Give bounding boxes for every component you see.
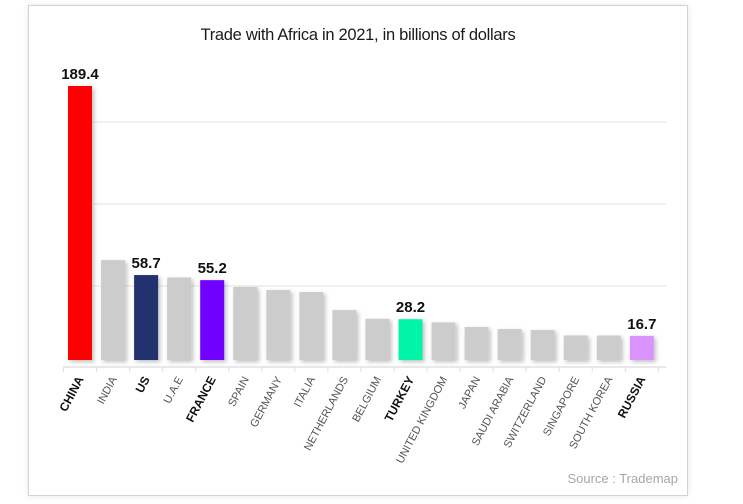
bar-turkey [398,319,423,360]
bar-japan [464,327,489,360]
bar-saudi-arabia [497,329,522,360]
data-label: 28.2 [396,299,425,316]
data-label: 189.4 [61,66,99,83]
bar-netherlands [332,310,357,360]
x-tick-label: ITALIA [292,374,318,409]
chart-title: Trade with Africa in 2021, in billions o… [200,26,516,44]
chart-frame [28,5,688,496]
bar-singapore [563,335,588,360]
bar-south-korea [596,335,621,360]
bar-belgium [365,318,390,360]
bar-switzerland [530,330,555,360]
bar-united-kingdom [431,322,456,360]
x-tick-label: BELGIUM [350,375,384,424]
bar-us [134,275,159,360]
bar-u-a-e [167,277,192,360]
source-note: Source : Trademap [567,471,678,486]
bar-germany [266,289,291,360]
x-tick-label: U.A.E [162,375,186,406]
x-tick-label: FRANCE [183,374,219,425]
bar-spain [233,286,258,360]
data-label: 55.2 [198,260,227,277]
data-label: 58.7 [131,255,160,272]
bar-russia [629,335,654,360]
x-tick-label: JAPAN [456,375,483,411]
x-tick-label: INDIA [95,374,120,406]
x-tick-label: US [133,374,153,395]
data-label: 16.7 [627,316,656,333]
x-tick-label: GERMANY [248,374,285,429]
x-tick-label: SPAIN [226,375,252,409]
x-tick-label: CHINA [56,374,86,414]
bar-india [101,260,126,360]
bar-china [68,86,92,360]
x-tick-label: RUSSIA [615,374,649,421]
bar-france [200,280,225,360]
x-tick-label: TURKEY [382,374,418,424]
bar-italia [299,292,324,360]
